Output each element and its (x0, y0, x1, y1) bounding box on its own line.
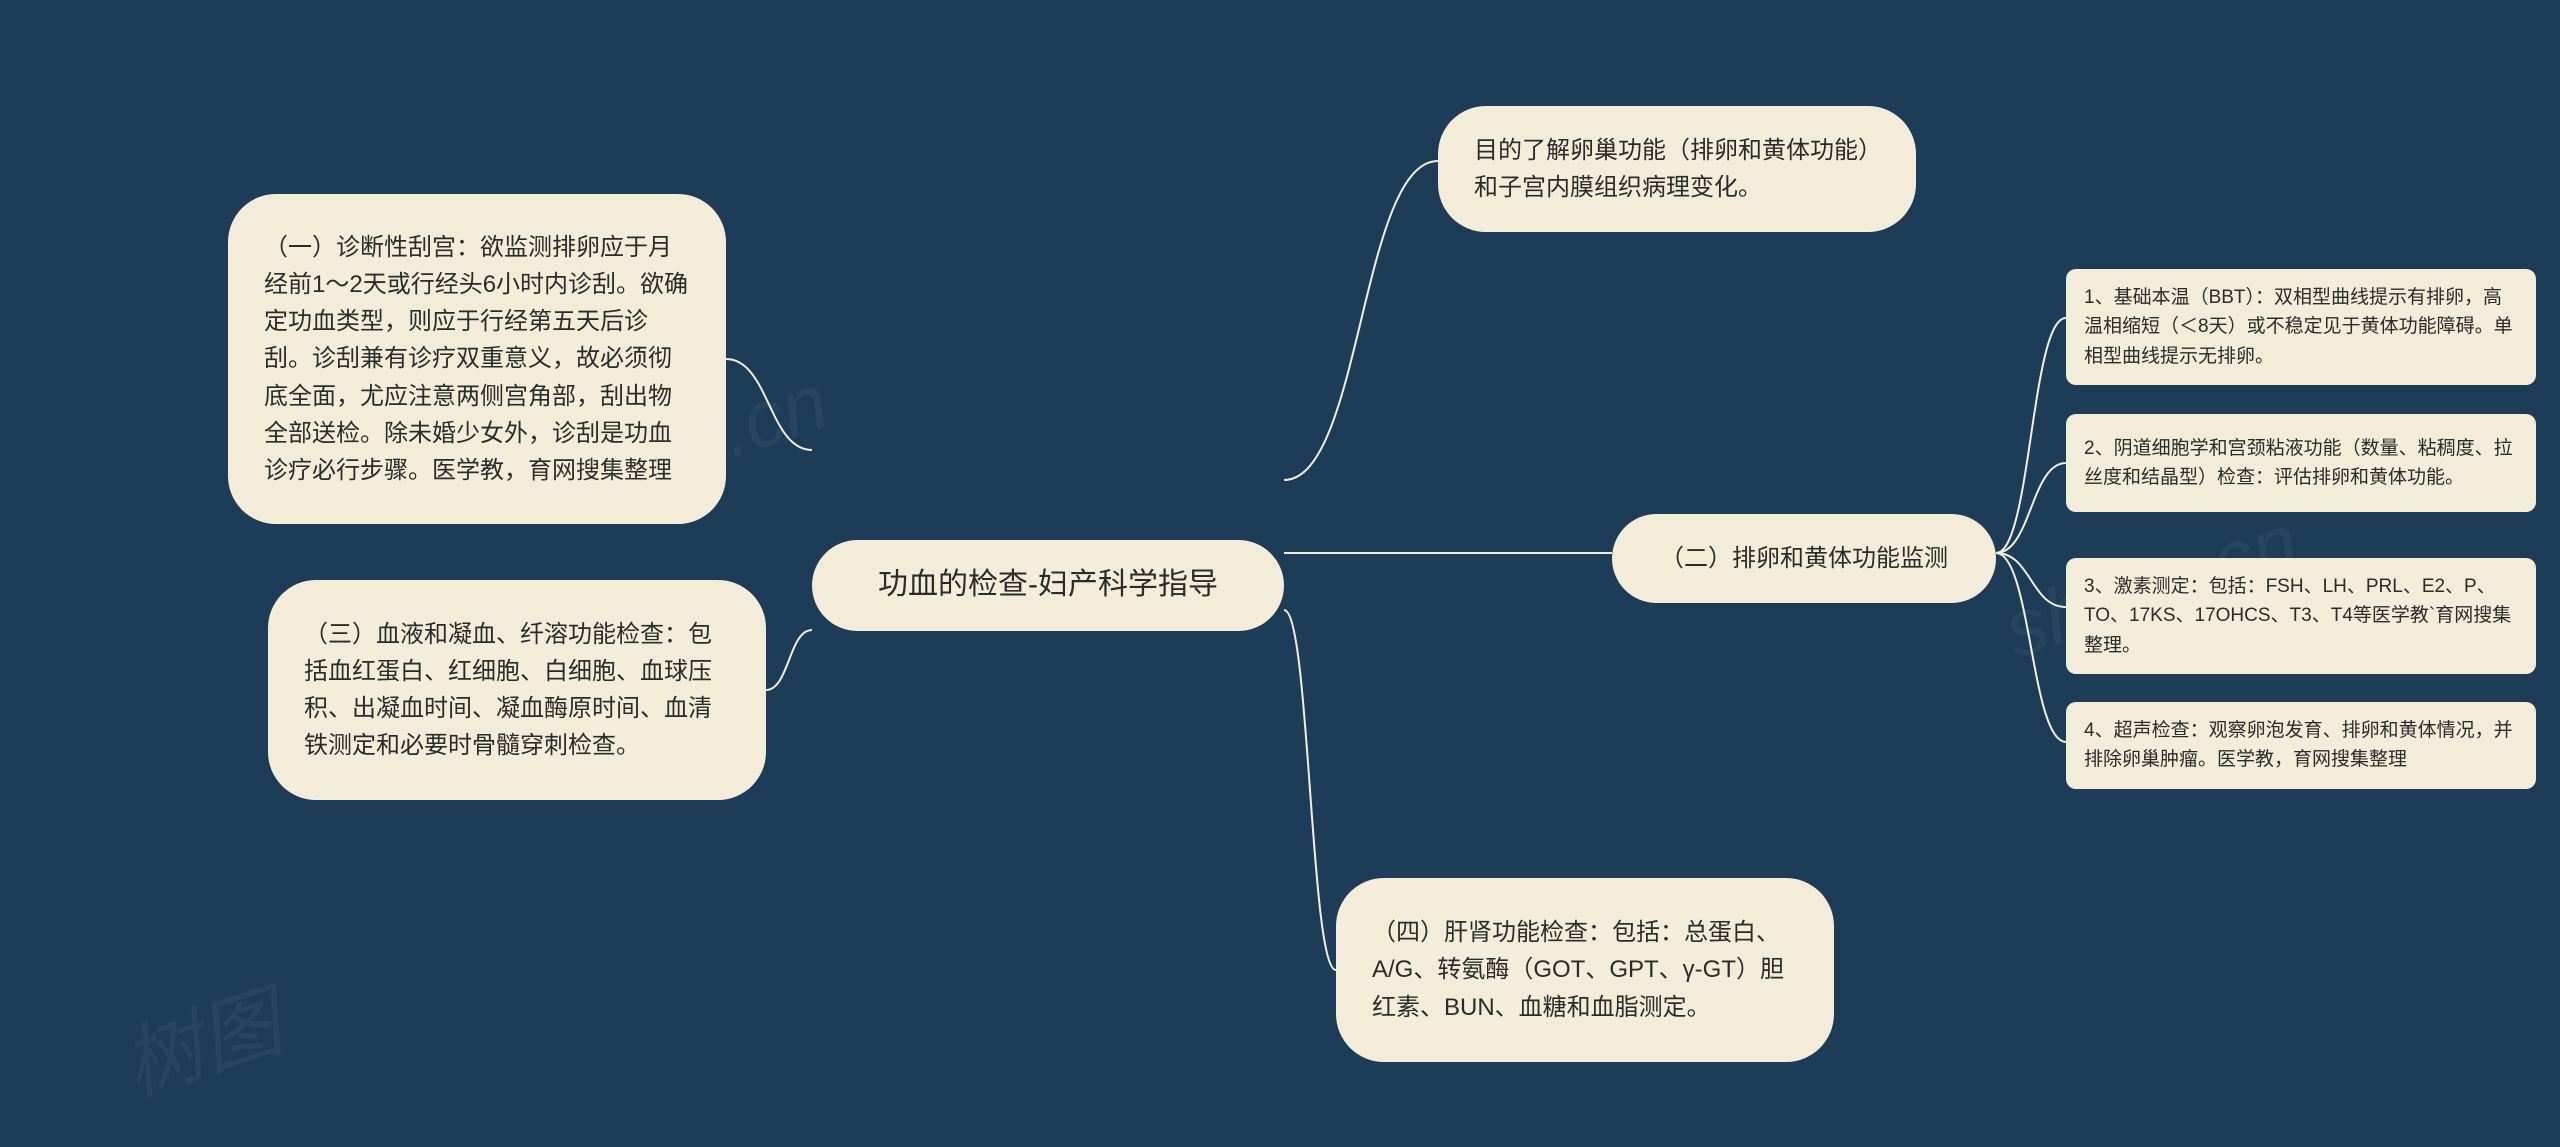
right-branch-1-leaf-2: 3、激素测定：包括：FSH、LH、PRL、E2、P、TO、17KS、17OHCS… (2066, 558, 2536, 674)
right-branch-1-leaf-1-label: 2、阴道细胞学和宫颈粘液功能（数量、粘稠度、拉丝度和结晶型）检查：评估排卵和黄体… (2084, 434, 2518, 493)
right-branch-1: （二）排卵和黄体功能监测 (1612, 514, 1996, 603)
center-node-label: 功血的检查-妇产科学指导 (878, 562, 1218, 609)
right-branch-1-leaf-3-label: 4、超声检查：观察卵泡发育、排卵和黄体情况，并排除卵巢肿瘤。医学教，育网搜集整理 (2084, 716, 2518, 775)
right-branch-0-label: 目的了解卵巢功能（排卵和黄体功能）和子宫内膜组织病理变化。 (1474, 132, 1880, 206)
left-branch-0-label: （一）诊断性刮宫：欲监测排卵应于月经前1～2天或行经头6小时内诊刮。欲确定功血类… (264, 229, 690, 489)
watermark-2: 树图 (106, 958, 294, 1118)
right-branch-1-leaf-2-label: 3、激素测定：包括：FSH、LH、PRL、E2、P、TO、17KS、17OHCS… (2084, 572, 2518, 660)
right-branch-1-label: （二）排卵和黄体功能监测 (1660, 540, 1948, 577)
right-branch-0: 目的了解卵巢功能（排卵和黄体功能）和子宫内膜组织病理变化。 (1438, 106, 1916, 232)
right-branch-1-leaf-3: 4、超声检查：观察卵泡发育、排卵和黄体情况，并排除卵巢肿瘤。医学教，育网搜集整理 (2066, 702, 2536, 789)
right-branch-2: （四）肝肾功能检查：包括：总蛋白、A/G、转氨酶（GOT、GPT、γ-GT）胆红… (1336, 878, 1834, 1062)
right-branch-1-leaf-0: 1、基础本温（BBT）：双相型曲线提示有排卵，高温相缩短（＜8天）或不稳定见于黄… (2066, 269, 2536, 385)
center-node: 功血的检查-妇产科学指导 (812, 540, 1284, 631)
right-branch-1-leaf-0-label: 1、基础本温（BBT）：双相型曲线提示有排卵，高温相缩短（＜8天）或不稳定见于黄… (2084, 283, 2518, 371)
right-branch-1-leaf-1: 2、阴道细胞学和宫颈粘液功能（数量、粘稠度、拉丝度和结晶型）检查：评估排卵和黄体… (2066, 414, 2536, 512)
right-branch-2-label: （四）肝肾功能检查：包括：总蛋白、A/G、转氨酶（GOT、GPT、γ-GT）胆红… (1372, 914, 1798, 1026)
left-branch-1: （三）血液和凝血、纤溶功能检查：包括血红蛋白、红细胞、白细胞、血球压积、出凝血时… (268, 580, 766, 800)
left-branch-0: （一）诊断性刮宫：欲监测排卵应于月经前1～2天或行经头6小时内诊刮。欲确定功血类… (228, 194, 726, 524)
left-branch-1-label: （三）血液和凝血、纤溶功能检查：包括血红蛋白、红细胞、白细胞、血球压积、出凝血时… (304, 616, 730, 765)
